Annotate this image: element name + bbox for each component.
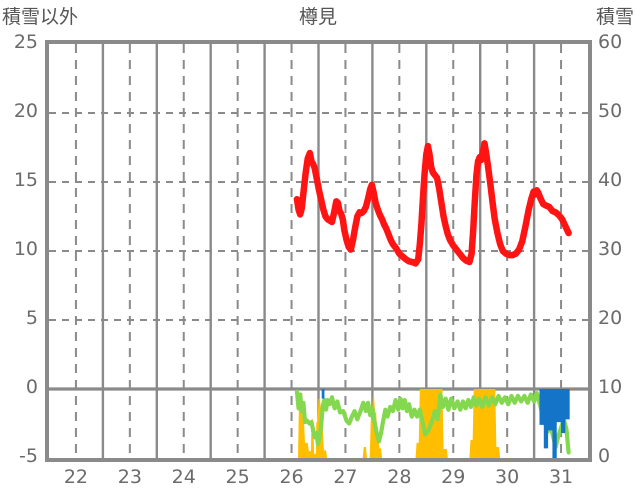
series-area-0 (298, 389, 501, 458)
x-tick-27: 27 (333, 466, 358, 488)
chart-canvas (49, 44, 588, 458)
y-tick-right-10: 10 (598, 376, 623, 398)
y-tick-left-10: 10 (13, 238, 38, 260)
y-tick-right-20: 20 (598, 307, 623, 329)
plot-area (45, 40, 592, 462)
y-tick-left-5: 5 (25, 307, 38, 329)
x-tick-26: 26 (279, 466, 304, 488)
data-series (293, 140, 572, 458)
x-tick-24: 24 (171, 466, 196, 488)
y-tick-left--5: -5 (19, 445, 38, 467)
y-tick-right-50: 50 (598, 100, 623, 122)
y-tick-left-15: 15 (13, 169, 38, 191)
x-tick-30: 30 (495, 466, 520, 488)
x-tick-29: 29 (441, 466, 466, 488)
y-tick-right-30: 30 (598, 238, 623, 260)
x-tick-28: 28 (387, 466, 412, 488)
series-line-1 (294, 389, 571, 455)
y-tick-left-25: 25 (13, 31, 38, 53)
chart-title: 樽見 (298, 6, 337, 28)
y-tick-right-60: 60 (598, 31, 623, 53)
gridlines (49, 44, 588, 458)
left-axis-title: 積雪以外 (2, 6, 79, 28)
y-tick-left-0: 0 (25, 376, 38, 398)
x-tick-23: 23 (117, 466, 142, 488)
x-tick-31: 31 (548, 466, 574, 488)
right-axis-title: 積雪 (595, 6, 634, 28)
series-line-3 (293, 140, 572, 267)
y-tick-right-40: 40 (598, 169, 623, 191)
x-tick-22: 22 (63, 466, 89, 488)
y-tick-right-0: 0 (598, 445, 611, 467)
x-tick-25: 25 (225, 466, 250, 488)
series-area-2 (321, 389, 570, 458)
y-tick-left-20: 20 (13, 100, 38, 122)
